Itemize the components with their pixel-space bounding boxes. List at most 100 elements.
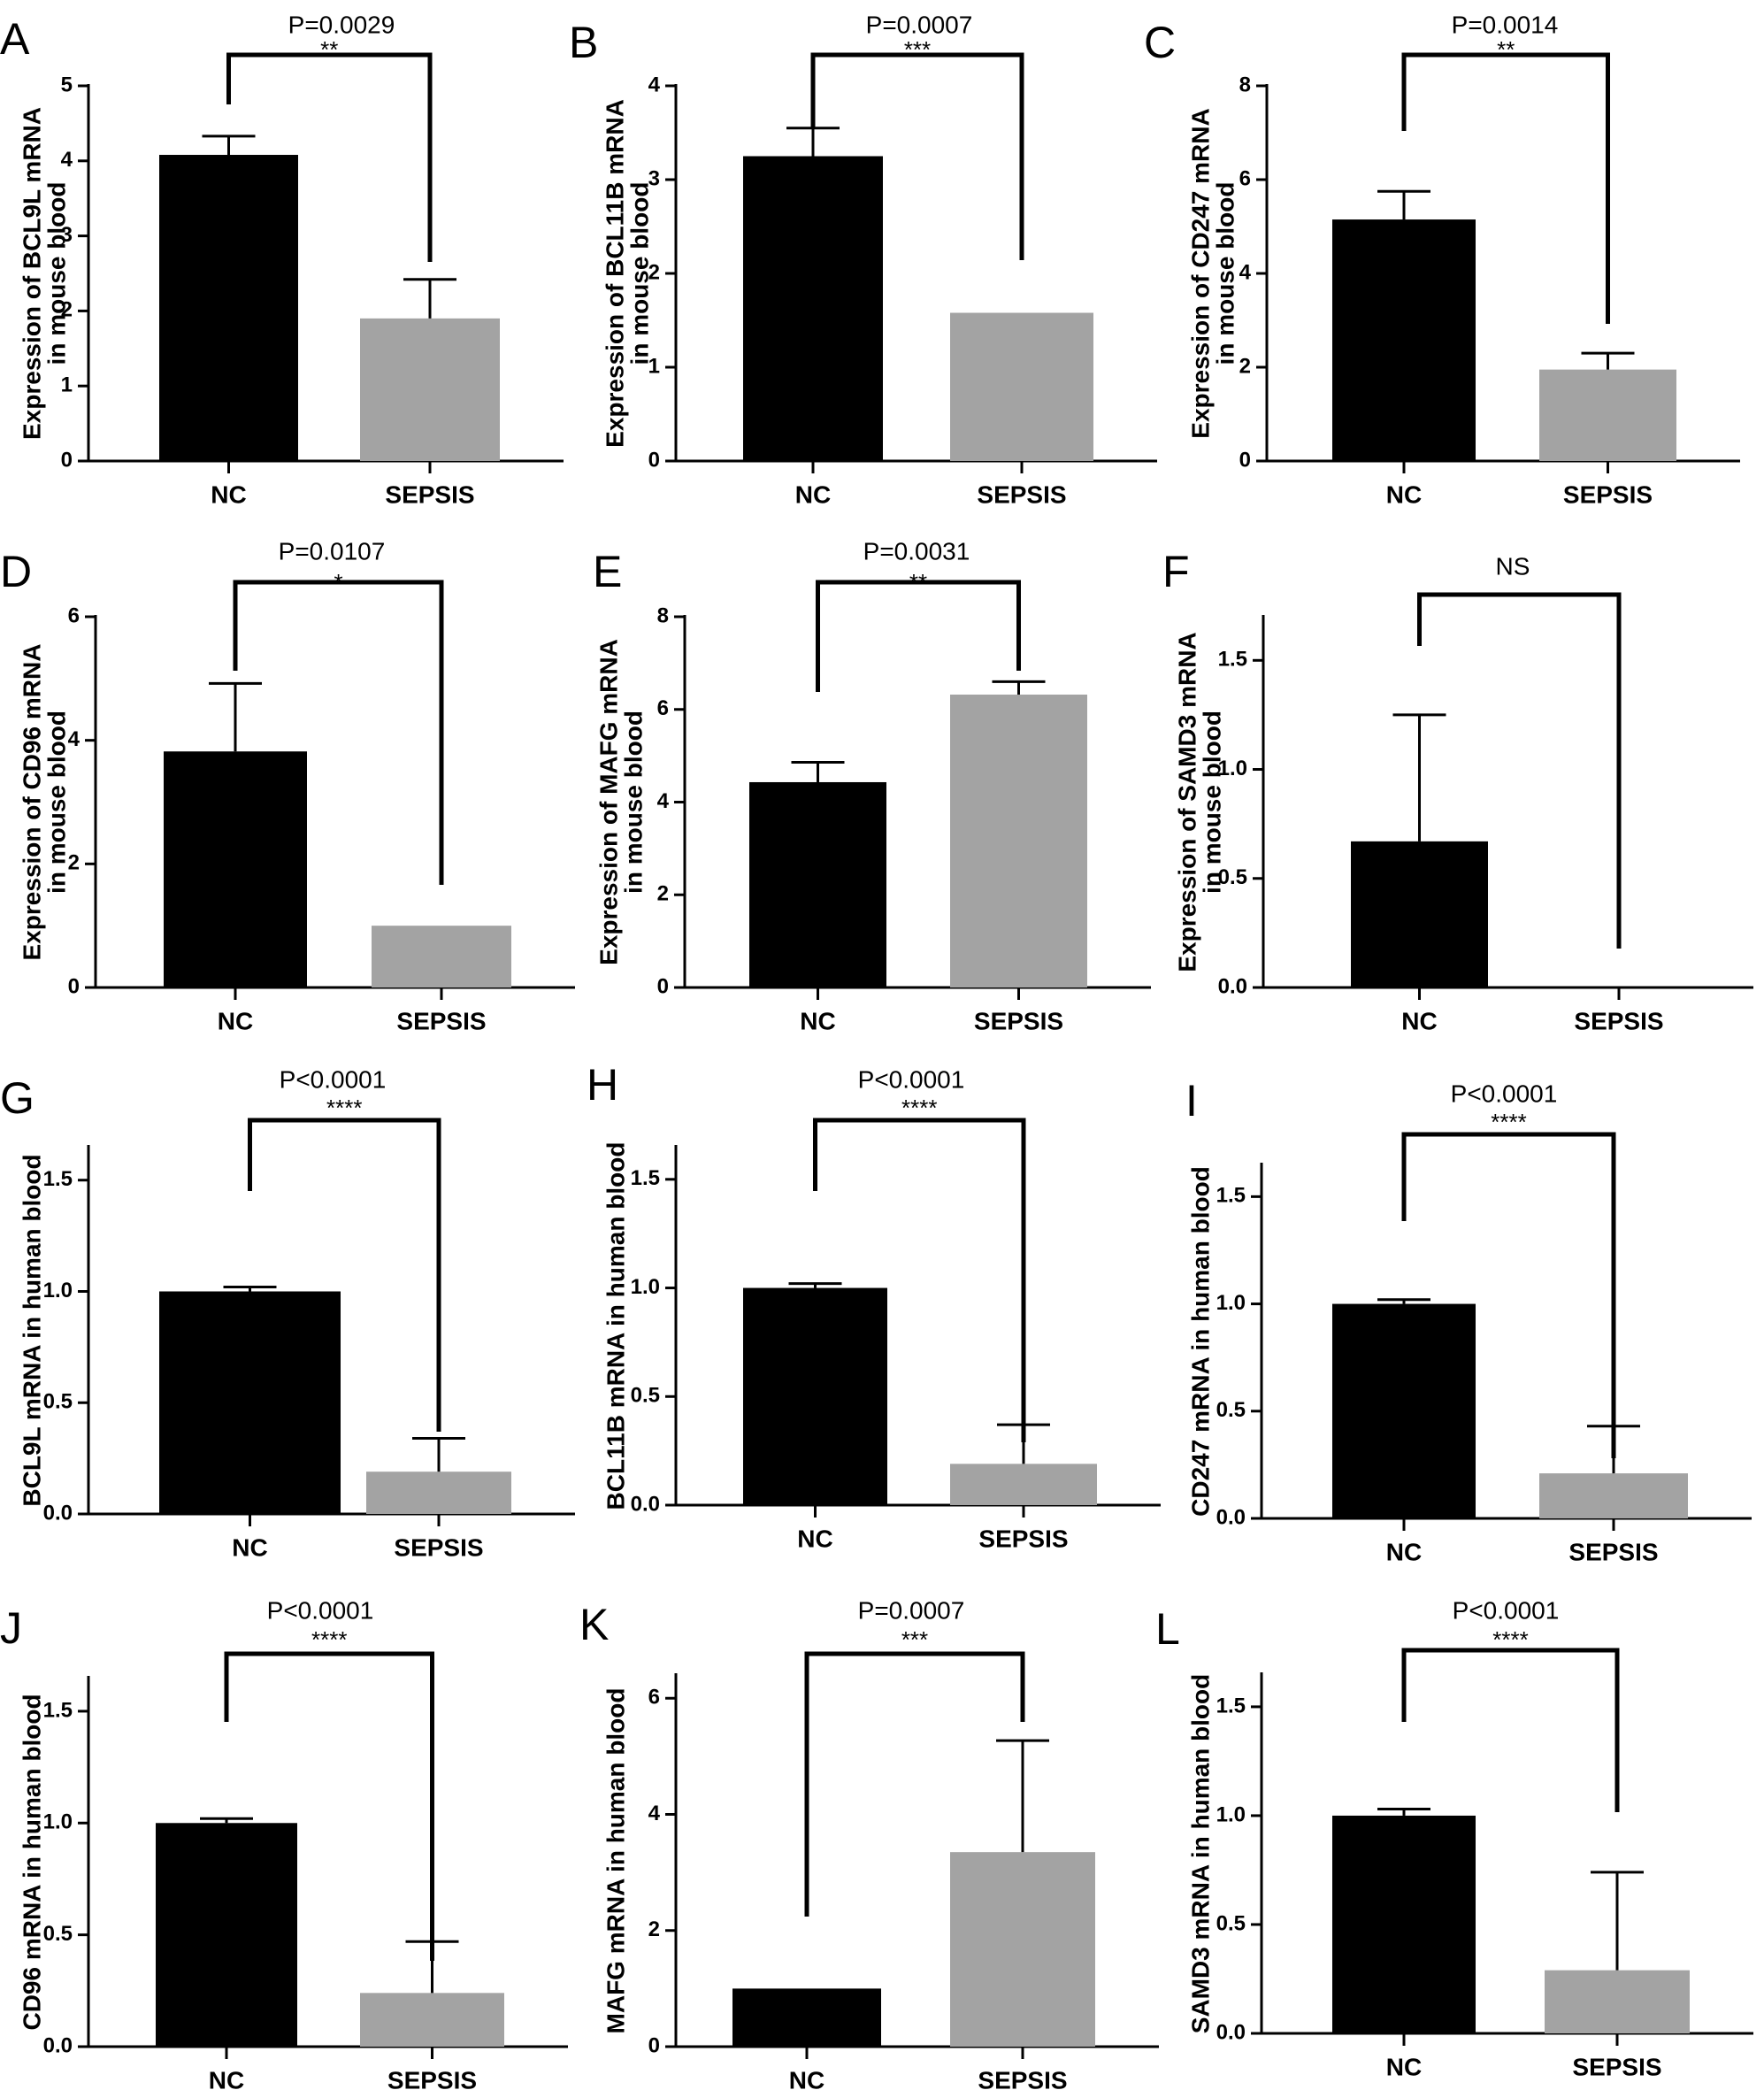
p-value-label: P=0.0014 <box>1452 11 1559 38</box>
x-category-label: SEPSIS <box>396 1007 486 1034</box>
significance-bracket <box>1417 592 1622 949</box>
y-tick-label: 6 <box>657 696 669 720</box>
y-axis-label: CD247 mRNA in human blood <box>1186 1166 1214 1517</box>
bar-sepsis <box>360 318 500 461</box>
p-value-label: P=0.0007 <box>866 11 973 38</box>
panel-letter: A <box>0 14 30 64</box>
bar-sepsis <box>1539 1473 1688 1518</box>
y-tick-label: 1.5 <box>43 1167 73 1191</box>
significance-stars: * <box>334 569 342 595</box>
y-axis-label: in mouse blood <box>42 182 70 365</box>
significance-bracket <box>810 52 1024 260</box>
panel-letter: F <box>1162 547 1190 596</box>
bar-sepsis <box>950 694 1087 987</box>
p-value-label: P=0.0031 <box>863 537 970 565</box>
panel-letter: J <box>0 1603 22 1653</box>
bar-nc <box>743 1287 887 1505</box>
y-tick-label: 2 <box>68 851 80 875</box>
significance-bracket <box>224 1651 434 1961</box>
x-category-label: NC <box>795 480 831 508</box>
bar-nc <box>164 751 307 987</box>
x-category-label: SEPSIS <box>978 2066 1067 2090</box>
y-tick-label: 4 <box>68 727 81 751</box>
y-tick-label: 2 <box>648 260 660 284</box>
bar-sepsis <box>360 1993 504 2047</box>
y-tick-label: 0 <box>68 974 80 998</box>
significance-bracket <box>1401 52 1610 324</box>
y-tick-label: 6 <box>1239 166 1251 190</box>
y-tick-label: 0.5 <box>1216 1911 1246 1935</box>
significance-stars: ** <box>909 569 927 595</box>
p-value-label: P=0.0107 <box>279 537 386 565</box>
y-tick-label: 1.5 <box>1216 1694 1246 1717</box>
y-tick-label: 4 <box>1239 260 1252 284</box>
y-axis-label: Expression of CD247 mRNA <box>1186 108 1214 438</box>
y-axis-label: Expression of BCL9L mRNA <box>18 107 45 440</box>
significance-stars: *** <box>904 36 931 63</box>
x-category-label: SEPSIS <box>387 2066 477 2090</box>
y-axis-label: MAFG mRNA in human blood <box>602 1688 629 2034</box>
y-tick-label: 0 <box>657 974 669 998</box>
y-tick-label: 8 <box>657 603 669 627</box>
y-tick-label: 3 <box>61 223 73 247</box>
y-tick-label: 1.0 <box>631 1275 660 1299</box>
p-value-label: P<0.0001 <box>1453 1596 1560 1624</box>
y-tick-label: 1.0 <box>1216 1291 1246 1315</box>
y-tick-label: 0 <box>1239 448 1251 472</box>
bar-nc <box>1332 219 1476 462</box>
y-tick-label: 2 <box>1239 354 1251 378</box>
x-category-label: NC <box>218 1007 253 1034</box>
x-category-label: NC <box>1386 2053 1422 2080</box>
y-tick-label: 0.5 <box>631 1384 660 1408</box>
y-tick-label: 4 <box>648 73 661 96</box>
y-tick-label: 0.0 <box>43 2033 73 2057</box>
panel-letter: H <box>587 1060 618 1110</box>
y-axis-label: in mouse blood <box>1211 182 1239 365</box>
x-category-label: NC <box>789 2066 824 2090</box>
y-tick-label: 0.0 <box>1218 974 1247 998</box>
panel-letter: L <box>1155 1604 1180 1654</box>
y-tick-label: 4 <box>648 1802 661 1825</box>
x-category-label: SEPSIS <box>1568 1538 1658 1565</box>
y-axis-label: CD96 mRNA in human blood <box>18 1694 45 2030</box>
bar-nc <box>1332 1815 1476 2033</box>
y-tick-label: 2 <box>657 882 669 906</box>
y-tick-label: 8 <box>1239 73 1251 96</box>
bar-sepsis <box>950 312 1093 461</box>
y-tick-label: 3 <box>648 166 660 190</box>
p-value-label: P=0.0029 <box>288 11 395 38</box>
y-tick-label: 6 <box>68 603 80 627</box>
p-value-label: P<0.0001 <box>858 1065 965 1093</box>
y-tick-label: 0.0 <box>43 1501 73 1525</box>
x-category-label: NC <box>800 1007 835 1034</box>
x-category-label: SEPSIS <box>394 1533 483 1561</box>
panel-letter: I <box>1185 1076 1198 1126</box>
bar-sepsis <box>372 926 511 987</box>
y-axis-label: Expression of CD96 mRNA <box>18 644 45 961</box>
y-tick-label: 0.5 <box>43 1922 73 1946</box>
x-category-label: SEPSIS <box>978 1525 1068 1552</box>
y-tick-label: 2 <box>648 1917 660 1941</box>
y-tick-label: 0.0 <box>631 1492 660 1516</box>
y-tick-label: 1 <box>648 354 660 378</box>
y-tick-label: 0 <box>648 448 660 472</box>
y-axis-label: BCL11B mRNA in human blood <box>602 1142 629 1510</box>
panel-letter: E <box>593 547 622 596</box>
significance-bracket <box>1401 1648 1620 1812</box>
panel-letter: C <box>1144 18 1176 67</box>
significance-stars: **** <box>901 1095 937 1121</box>
p-value-label: P<0.0001 <box>1451 1080 1558 1107</box>
y-tick-label: 4 <box>657 789 670 813</box>
y-tick-label: 0 <box>648 2033 660 2057</box>
bar-sepsis <box>950 1852 1095 2047</box>
x-category-label: NC <box>1401 1007 1437 1034</box>
significance-stars: **** <box>311 1626 347 1653</box>
